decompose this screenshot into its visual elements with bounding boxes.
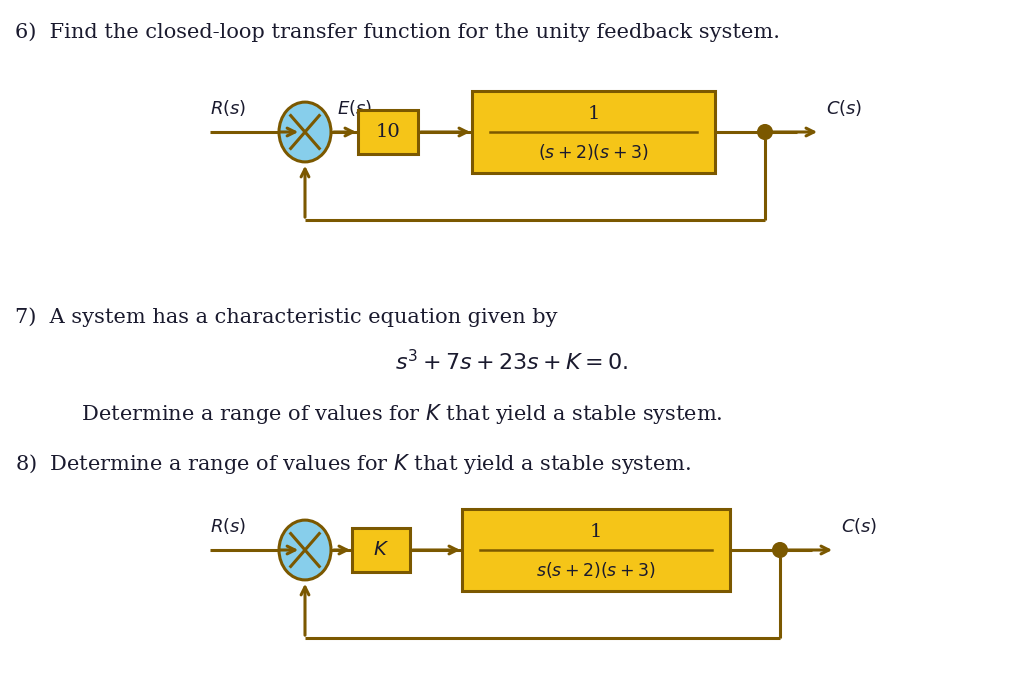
Text: 6)  Find the closed-loop transfer function for the unity feedback system.: 6) Find the closed-loop transfer functio…	[15, 22, 780, 42]
Ellipse shape	[279, 102, 331, 162]
Text: $R(s)$: $R(s)$	[210, 516, 247, 536]
Text: $C(s)$: $C(s)$	[841, 516, 878, 536]
Text: $C(s)$: $C(s)$	[826, 98, 862, 118]
Text: Determine a range of values for $K$ that yield a stable system.: Determine a range of values for $K$ that…	[55, 402, 723, 426]
Text: 1: 1	[588, 105, 600, 123]
Circle shape	[773, 544, 786, 557]
Circle shape	[759, 125, 771, 138]
Text: 8)  Determine a range of values for $K$ that yield a stable system.: 8) Determine a range of values for $K$ t…	[15, 452, 691, 476]
Bar	[358, 110, 418, 154]
Text: $(s+2)(s+3)$: $(s+2)(s+3)$	[539, 142, 649, 162]
Text: $K$: $K$	[373, 541, 389, 559]
Text: 7)  A system has a characteristic equation given by: 7) A system has a characteristic equatio…	[15, 307, 557, 327]
Text: $-$: $-$	[299, 140, 313, 157]
Bar	[462, 509, 730, 591]
Ellipse shape	[279, 520, 331, 580]
Bar	[352, 528, 410, 572]
Bar	[472, 91, 715, 173]
Text: $s(s+2)(s+3)$: $s(s+2)(s+3)$	[537, 560, 655, 580]
Text: 1: 1	[590, 523, 602, 541]
Text: 10: 10	[376, 123, 400, 141]
Text: $+$: $+$	[298, 531, 310, 544]
Text: $E(s)$: $E(s)$	[337, 98, 373, 118]
Text: $s^3 + 7s + 23s + K = 0.$: $s^3 + 7s + 23s + K = 0.$	[395, 350, 629, 375]
Text: $-$: $-$	[299, 558, 313, 575]
Text: $R(s)$: $R(s)$	[210, 98, 247, 118]
Text: $+$: $+$	[298, 113, 310, 127]
